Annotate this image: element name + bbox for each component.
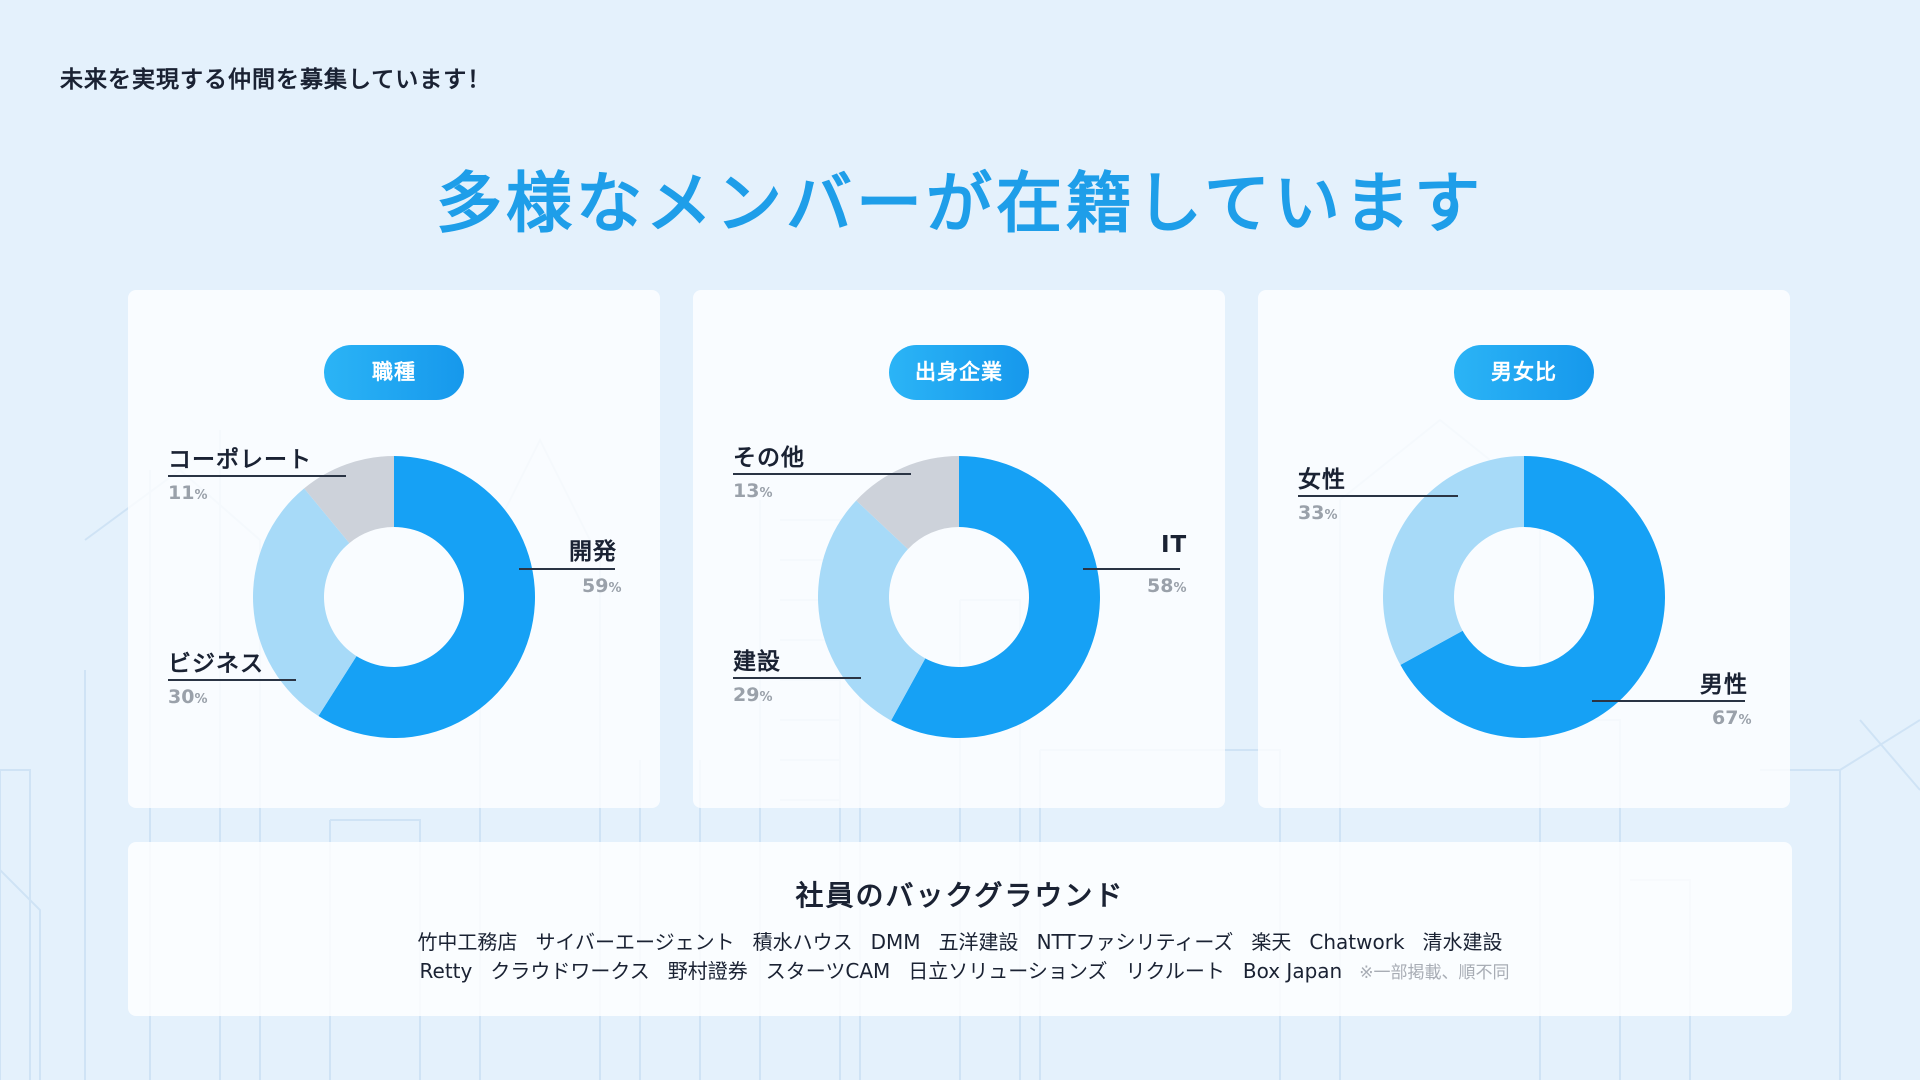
chart-title-pill: 男女比 xyxy=(1454,345,1594,400)
donut-slice-0 xyxy=(318,456,535,738)
company-name: サイバーエージェント xyxy=(535,930,735,954)
label-other: その他 xyxy=(733,445,805,471)
donut-chart-gender-ratio xyxy=(1383,456,1665,738)
company-name: NTTファシリティーズ xyxy=(1036,930,1234,954)
leader-line xyxy=(1298,495,1458,497)
donut-chart-job-type xyxy=(253,456,535,738)
company-name: Chatwork xyxy=(1309,930,1405,954)
leader-line xyxy=(168,475,346,477)
donut-slice-0 xyxy=(1400,456,1665,738)
pct-female: 33% xyxy=(1298,502,1338,524)
pct-development: 59% xyxy=(582,575,622,597)
label-development: 開発 xyxy=(569,539,617,565)
company-name: Retty xyxy=(419,959,473,983)
leader-line xyxy=(733,473,911,475)
disclaimer-note: ※一部掲載、順不同 xyxy=(1359,963,1510,983)
label-construction: 建設 xyxy=(733,649,781,675)
company-name: 楽天 xyxy=(1251,930,1292,954)
employee-background-panel: 社員のバックグラウンド 竹中工務店 サイバーエージェント 積水ハウス DMM 五洋建設 N… xyxy=(128,842,1792,1016)
leader-line xyxy=(733,677,861,679)
company-name: DMM xyxy=(870,930,921,954)
company-name: 五洋建設 xyxy=(938,930,1019,954)
company-name: スターツCAM xyxy=(765,959,891,983)
company-name: 日立ソリューションズ xyxy=(908,959,1108,983)
pct-business: 30% xyxy=(168,686,208,708)
pct-corporate: 11% xyxy=(168,482,208,504)
company-name: 清水建設 xyxy=(1422,930,1503,954)
label-business: ビジネス xyxy=(168,651,264,677)
donut-slice-2 xyxy=(304,456,394,544)
label-female: 女性 xyxy=(1298,467,1346,493)
pct-it: 58% xyxy=(1147,575,1187,597)
company-name: クラウドワークス xyxy=(490,959,650,983)
company-name: 野村證券 xyxy=(667,959,748,983)
label-it: IT xyxy=(1161,532,1188,558)
pct-construction: 29% xyxy=(733,684,773,706)
leader-line xyxy=(1083,568,1180,570)
label-corporate: コーポレート xyxy=(168,447,312,473)
company-row-2: Retty クラウドワークス 野村證券 スターツCAM 日立ソリューションズ リクルート B… xyxy=(128,957,1792,988)
donut-slice-1 xyxy=(818,500,926,721)
card-job-type: 職種 開発 59% ビジネス 30% コーポレート 11% xyxy=(128,290,660,808)
label-male: 男性 xyxy=(1700,672,1748,698)
chart-title-pill: 職種 xyxy=(324,345,464,400)
donut-chart-previous-company xyxy=(818,456,1100,738)
pct-other: 13% xyxy=(733,480,773,502)
donut-slice-1 xyxy=(1383,456,1524,665)
company-name: Box Japan xyxy=(1242,959,1343,983)
company-name: 竹中工務店 xyxy=(417,930,518,954)
donut-slice-0 xyxy=(891,456,1100,738)
leader-line xyxy=(519,568,615,570)
page-title: 多様なメンバーが在籍しています xyxy=(435,165,1485,242)
company-name: リクルート xyxy=(1125,959,1225,983)
leader-line xyxy=(1592,700,1745,702)
tagline: 未来を実現する仲間を募集しています！ xyxy=(60,67,492,93)
card-gender-ratio: 男女比 男性 67% 女性 33% xyxy=(1258,290,1790,808)
pct-male: 67% xyxy=(1712,707,1752,729)
company-row-1: 竹中工務店 サイバーエージェント 積水ハウス DMM 五洋建設 NTTファシリティーズ 楽天… xyxy=(128,928,1792,957)
card-previous-company: 出身企業 IT 58% 建設 29% その他 13% xyxy=(693,290,1225,808)
donut-slice-1 xyxy=(253,488,357,717)
leader-line xyxy=(168,679,296,681)
company-name: 積水ハウス xyxy=(752,930,853,954)
chart-title-pill: 出身企業 xyxy=(889,345,1029,400)
background-title: 社員のバックグラウンド xyxy=(795,879,1125,912)
company-list: 竹中工務店 サイバーエージェント 積水ハウス DMM 五洋建設 NTTファシリティーズ 楽天… xyxy=(128,928,1792,988)
donut-slice-2 xyxy=(856,456,959,550)
